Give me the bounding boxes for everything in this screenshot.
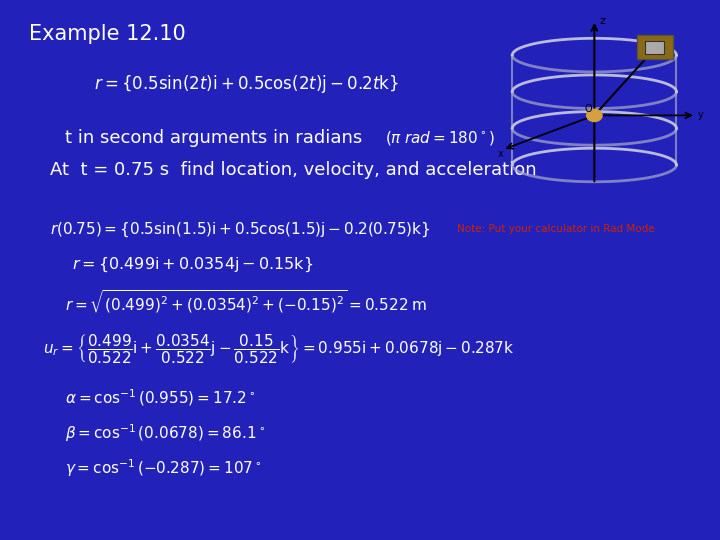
Text: $\beta = \cos^{-1}(0.0678) = 86.1^\circ$: $\beta = \cos^{-1}(0.0678) = 86.1^\circ$ [65,422,265,444]
Text: Note: Put your calculator in Rad Mode: Note: Put your calculator in Rad Mode [457,225,654,234]
Text: $r(0.75) = \{0.5\sin(1.5)\mathrm{i} + 0.5\cos(1.5)\mathrm{j} - 0.2(0.75)\mathrm{: $r(0.75) = \{0.5\sin(1.5)\mathrm{i} + 0.… [50,220,431,239]
FancyBboxPatch shape [644,40,664,55]
Text: $r = \{0.5\sin(2t)\mathrm{i} + 0.5\cos(2t)\mathrm{j} - 0.2t\mathrm{k}\}$: $r = \{0.5\sin(2t)\mathrm{i} + 0.5\cos(2… [94,73,398,94]
Text: $\alpha = \cos^{-1}(0.955) = 17.2^\circ$: $\alpha = \cos^{-1}(0.955) = 17.2^\circ$ [65,388,256,408]
Text: $u_r = \left\{\dfrac{0.499}{0.522}\mathrm{i} + \dfrac{0.0354}{0.522}\mathrm{j} -: $u_r = \left\{\dfrac{0.499}{0.522}\mathr… [43,332,515,365]
Text: x: x [498,148,503,159]
Text: Example 12.10: Example 12.10 [29,24,186,44]
Text: $\gamma = \cos^{-1}(-0.287) = 107^\circ$: $\gamma = \cos^{-1}(-0.287) = 107^\circ$ [65,457,261,479]
FancyBboxPatch shape [637,35,672,59]
Text: At  t = 0.75 s  find location, velocity, and acceleration: At t = 0.75 s find location, velocity, a… [50,161,537,179]
Circle shape [587,109,602,122]
Text: O: O [585,104,593,113]
Text: z: z [599,16,605,26]
Text: $r = \{0.499\mathrm{i} + 0.0354\mathrm{j} - 0.15\mathrm{k}\}$: $r = \{0.499\mathrm{i} + 0.0354\mathrm{j… [72,255,313,274]
Text: t in second arguments in radians: t in second arguments in radians [65,129,362,147]
Text: y: y [698,110,703,120]
Text: $(\pi\; rad = 180^\circ)$: $(\pi\; rad = 180^\circ)$ [385,129,495,147]
Text: $r = \sqrt{(0.499)^2 + (0.0354)^2 + (-0.15)^2} = 0.522\; \mathrm{m}$: $r = \sqrt{(0.499)^2 + (0.0354)^2 + (-0.… [65,289,428,316]
